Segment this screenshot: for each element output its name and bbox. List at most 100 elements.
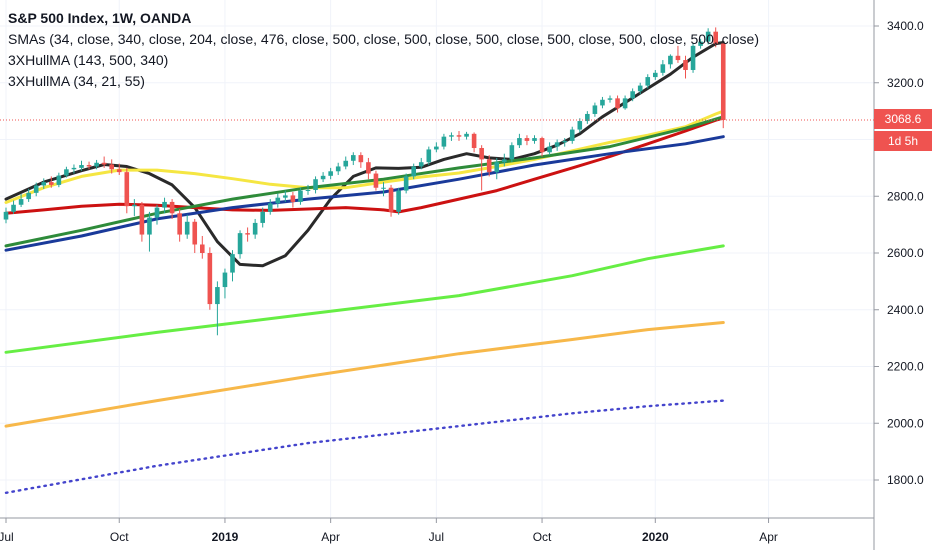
- y-tick-label: 2400.0: [887, 303, 924, 317]
- moving-average-lines: [4, 41, 725, 494]
- candle-body: [184, 221, 190, 235]
- candle-body: [56, 175, 62, 185]
- candle-body: [260, 211, 265, 223]
- candle-body: [351, 155, 356, 161]
- candle-body: [109, 164, 114, 170]
- candle-body: [630, 91, 635, 99]
- candle-body: [554, 142, 560, 147]
- candle-body: [426, 149, 432, 163]
- candle-body: [139, 204, 145, 235]
- candle-body: [124, 172, 130, 207]
- x-tick-label: 2019: [212, 530, 239, 544]
- x-tick-label: Jul: [429, 530, 444, 544]
- legend: S&P 500 Index, 1W, OANDA SMAs (34, close…: [8, 8, 759, 92]
- candle-body: [86, 165, 92, 167]
- candle-body: [381, 187, 386, 189]
- y-tick-label: 3200.0: [887, 76, 924, 90]
- candle-body: [539, 138, 545, 153]
- candle-body: [116, 169, 122, 173]
- candle-body: [162, 201, 167, 208]
- candle-body: [517, 138, 522, 146]
- candle-body: [33, 185, 39, 193]
- y-tick-label: 2200.0: [887, 360, 924, 374]
- candle-body: [456, 135, 462, 137]
- candle-body: [230, 254, 235, 273]
- candle-body: [245, 233, 250, 235]
- candlesticks: [3, 27, 726, 336]
- candle-body: [313, 179, 318, 191]
- y-tick-label: 1800.0: [887, 473, 924, 487]
- candle-body: [615, 98, 620, 109]
- candle-body: [403, 176, 409, 191]
- candle-body: [177, 213, 182, 235]
- ma-line-6: [4, 321, 725, 428]
- candle-body: [26, 192, 31, 200]
- indicator-hullma-1[interactable]: 3XHullMA (143, 500, 340): [8, 52, 169, 68]
- candle-body: [373, 173, 379, 188]
- ma-line-5: [4, 244, 725, 354]
- candle-body: [720, 43, 726, 121]
- candle-body: [464, 133, 469, 137]
- candle-body: [3, 211, 9, 220]
- candle-body: [11, 204, 16, 212]
- candle-body: [290, 195, 296, 202]
- candle-body: [509, 145, 515, 160]
- candle-body: [524, 138, 530, 141]
- candle-body: [49, 182, 54, 185]
- ma-line-3: [4, 115, 725, 248]
- candle-body: [690, 45, 696, 70]
- bar-countdown-label: 1d 5h: [874, 131, 932, 151]
- candle-body: [298, 190, 303, 202]
- candle-body: [441, 136, 447, 147]
- x-tick-label: Apr: [321, 530, 340, 544]
- candle-body: [645, 77, 651, 86]
- candle-body: [358, 155, 364, 163]
- x-tick-label: Oct: [533, 530, 552, 544]
- candle-body: [622, 98, 628, 109]
- ma-line-7: [4, 399, 725, 494]
- candle-body: [41, 182, 47, 186]
- candle-body: [607, 98, 613, 100]
- y-tick-label: 2000.0: [887, 416, 924, 430]
- candle-body: [320, 175, 326, 180]
- candle-body: [653, 72, 658, 78]
- candle-body: [675, 55, 681, 61]
- candle-body: [705, 31, 711, 42]
- candle-body: [147, 217, 152, 235]
- candle-body: [471, 133, 477, 149]
- candle-body: [683, 60, 688, 70]
- candle-body: [328, 171, 333, 176]
- candle-body: [668, 55, 673, 65]
- candle-body: [388, 187, 394, 212]
- candle-body: [335, 166, 341, 172]
- candle-body: [502, 159, 507, 163]
- candle-body: [637, 85, 643, 92]
- candle-body: [713, 31, 718, 44]
- ma-line-4: [4, 135, 725, 252]
- ma-line-0: [4, 41, 725, 268]
- candle-body: [215, 287, 220, 305]
- candle-body: [222, 272, 228, 288]
- candle-body: [200, 244, 205, 253]
- x-tick-label: Oct: [110, 530, 129, 544]
- candle-body: [411, 166, 416, 177]
- candle-body: [237, 233, 243, 255]
- indicator-hullma-2[interactable]: 3XHullMA (34, 21, 55): [8, 73, 145, 89]
- candle-body: [64, 169, 69, 176]
- candle-body: [366, 162, 371, 174]
- candle-body: [547, 146, 552, 153]
- candle-body: [79, 165, 84, 168]
- x-tick-label: Apr: [759, 530, 778, 544]
- indicator-sma[interactable]: SMAs (34, close, 340, close, 204, close,…: [8, 31, 759, 47]
- candle-body: [418, 162, 424, 167]
- candle-body: [494, 162, 500, 173]
- candle-body: [207, 253, 213, 305]
- candle-body: [267, 203, 273, 212]
- ma-line-1: [4, 109, 725, 204]
- candle-body: [479, 148, 484, 160]
- candle-body: [275, 197, 281, 204]
- candle-body: [698, 41, 703, 46]
- candle-body: [132, 204, 137, 207]
- candle-body: [101, 162, 107, 165]
